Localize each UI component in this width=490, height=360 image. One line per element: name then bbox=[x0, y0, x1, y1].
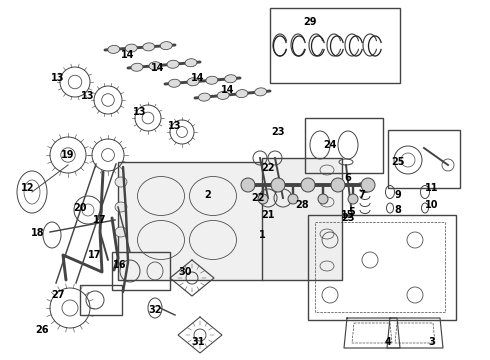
Text: 23: 23 bbox=[271, 127, 285, 137]
Text: 28: 28 bbox=[295, 200, 309, 210]
Ellipse shape bbox=[185, 59, 197, 67]
Ellipse shape bbox=[187, 78, 199, 86]
Text: 18: 18 bbox=[31, 228, 45, 238]
Text: 6: 6 bbox=[344, 173, 351, 183]
Bar bbox=[388, 130, 460, 188]
Text: 14: 14 bbox=[121, 50, 135, 60]
Text: 14: 14 bbox=[151, 63, 165, 73]
Ellipse shape bbox=[143, 43, 155, 51]
Ellipse shape bbox=[115, 177, 127, 187]
Bar bbox=[112, 252, 170, 290]
Ellipse shape bbox=[169, 79, 180, 87]
Ellipse shape bbox=[115, 202, 127, 212]
Ellipse shape bbox=[131, 63, 143, 71]
Text: 13: 13 bbox=[81, 91, 95, 101]
Bar bbox=[80, 285, 122, 315]
Text: 32: 32 bbox=[148, 305, 162, 315]
Text: 13: 13 bbox=[133, 107, 147, 117]
Text: 17: 17 bbox=[88, 250, 102, 260]
Text: 22: 22 bbox=[261, 163, 275, 173]
Circle shape bbox=[331, 178, 345, 192]
Text: 10: 10 bbox=[425, 200, 439, 210]
Text: 7: 7 bbox=[359, 190, 366, 200]
Text: 27: 27 bbox=[51, 290, 65, 300]
Ellipse shape bbox=[236, 90, 248, 98]
Bar bbox=[308, 215, 456, 320]
Ellipse shape bbox=[224, 75, 237, 83]
Text: 14: 14 bbox=[191, 73, 205, 83]
Bar bbox=[305, 118, 383, 173]
Circle shape bbox=[271, 178, 285, 192]
Text: 13: 13 bbox=[168, 121, 182, 131]
Text: 4: 4 bbox=[385, 337, 392, 347]
Text: 17: 17 bbox=[93, 215, 107, 225]
Ellipse shape bbox=[206, 76, 218, 84]
Text: 13: 13 bbox=[51, 73, 65, 83]
Circle shape bbox=[361, 178, 375, 192]
Text: 15: 15 bbox=[341, 210, 355, 220]
Text: 20: 20 bbox=[73, 203, 87, 213]
Ellipse shape bbox=[108, 45, 120, 53]
Text: 16: 16 bbox=[113, 260, 127, 270]
Ellipse shape bbox=[115, 227, 127, 237]
Circle shape bbox=[288, 194, 298, 204]
Ellipse shape bbox=[255, 88, 267, 96]
Circle shape bbox=[318, 194, 328, 204]
Text: 31: 31 bbox=[191, 337, 205, 347]
Text: 30: 30 bbox=[178, 267, 192, 277]
Text: 25: 25 bbox=[391, 157, 405, 167]
Text: 26: 26 bbox=[35, 325, 49, 335]
Bar bbox=[315, 222, 445, 312]
Ellipse shape bbox=[217, 91, 229, 99]
Text: 11: 11 bbox=[425, 183, 439, 193]
Text: 19: 19 bbox=[61, 150, 75, 160]
Text: 1: 1 bbox=[259, 230, 266, 240]
Text: 2: 2 bbox=[205, 190, 211, 200]
Circle shape bbox=[348, 194, 358, 204]
Text: 12: 12 bbox=[21, 183, 35, 193]
Bar bbox=[118, 162, 263, 280]
Circle shape bbox=[301, 178, 315, 192]
Text: 9: 9 bbox=[394, 190, 401, 200]
Ellipse shape bbox=[198, 93, 210, 101]
Text: 3: 3 bbox=[429, 337, 436, 347]
Text: 22: 22 bbox=[251, 193, 265, 203]
Ellipse shape bbox=[149, 62, 161, 70]
Text: 14: 14 bbox=[221, 85, 235, 95]
Circle shape bbox=[241, 178, 255, 192]
Circle shape bbox=[258, 194, 268, 204]
Text: 8: 8 bbox=[394, 205, 401, 215]
Ellipse shape bbox=[125, 44, 137, 52]
Bar bbox=[270, 8, 400, 83]
Text: 23: 23 bbox=[341, 213, 355, 223]
Ellipse shape bbox=[160, 42, 172, 50]
Text: 5: 5 bbox=[348, 207, 355, 217]
Text: 21: 21 bbox=[261, 210, 275, 220]
Text: 24: 24 bbox=[323, 140, 337, 150]
Ellipse shape bbox=[167, 60, 179, 68]
Bar bbox=[262, 158, 342, 280]
Text: 29: 29 bbox=[303, 17, 317, 27]
